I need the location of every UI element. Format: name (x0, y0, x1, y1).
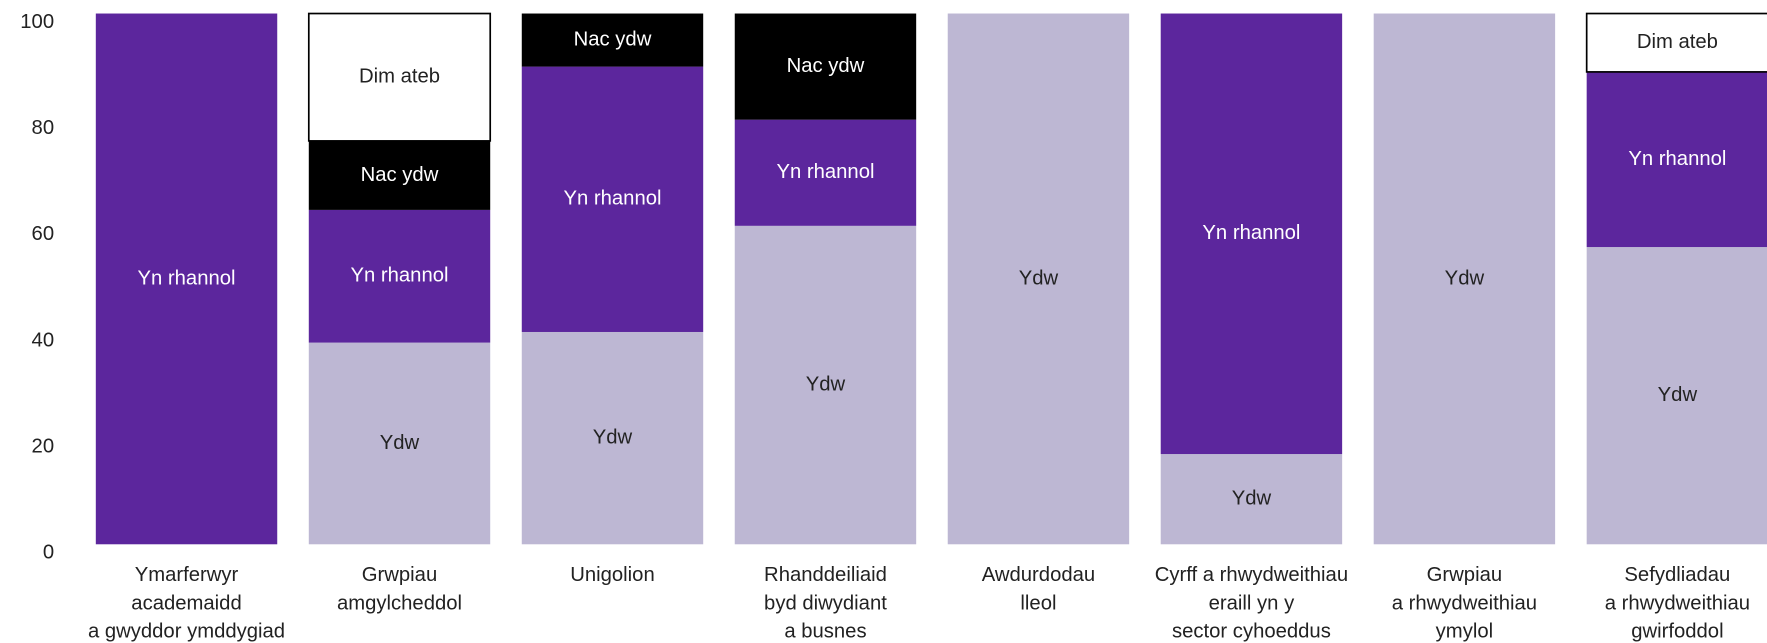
x-tick-label: Rhanddeiliaid (764, 564, 887, 586)
x-tick-label: a rhwydweithiau (1392, 592, 1537, 614)
x-tick-label: Unigolion (570, 564, 655, 586)
x-tick-label: Grwpiau (362, 564, 437, 586)
segment-label: Ydw (1445, 267, 1485, 289)
bar-segment (1586, 247, 1767, 545)
segment-label: Dim ateb (1637, 31, 1718, 53)
bar-segment (1585, 12, 1767, 73)
y-tick-label: 20 (32, 436, 55, 458)
bar-segment (521, 13, 704, 67)
y-tick-label: 80 (32, 117, 55, 139)
bar-segment (521, 66, 704, 332)
segment-label: Yn rhannol (563, 188, 661, 210)
bar-segment (1373, 13, 1556, 545)
x-tick-label: ymylol (1436, 621, 1493, 643)
segment-label: Yn rhannol (776, 161, 874, 183)
x-tick-label: sector cyhoeddus (1172, 621, 1331, 643)
bar-segment (308, 209, 491, 343)
segment-label: Nac ydw (361, 164, 439, 186)
segment-label: Ydw (806, 373, 846, 395)
x-tick-label: Grwpiau (1427, 564, 1502, 586)
segment-label: Ydw (593, 426, 633, 448)
bar-segment (521, 331, 704, 545)
bar-segment (307, 12, 492, 142)
x-tick-label: Cyrff a rhwydweithiau (1155, 564, 1348, 586)
bar-segment (1586, 71, 1767, 248)
x-tick-label: academaidd (131, 592, 241, 614)
x-tick-label: amgylcheddol (337, 592, 462, 614)
segment-label: Ydw (1658, 384, 1698, 406)
x-tick-label: Ymarferwyr (135, 564, 239, 586)
segment-label: Ydw (380, 432, 420, 454)
bar-segment (308, 342, 491, 545)
y-tick-label: 0 (43, 542, 54, 564)
x-tick-label: gwirfoddol (1631, 621, 1723, 643)
segment-label: Yn rhannol (1628, 148, 1726, 170)
x-tick-label: a busnes (784, 621, 866, 643)
x-tick-label: a rhwydweithiau (1605, 592, 1750, 614)
segment-label: Yn rhannol (138, 267, 236, 289)
x-tick-label: lleol (1020, 592, 1056, 614)
bar-segment (947, 13, 1130, 545)
y-tick-label: 60 (32, 223, 55, 245)
y-tick-label: 100 (20, 11, 54, 33)
bar-segment (1160, 454, 1343, 545)
segment-label: Dim ateb (359, 66, 440, 88)
segment-label: Ydw (1019, 267, 1059, 289)
segment-label: Ydw (1232, 488, 1272, 510)
bar-segment (734, 119, 917, 226)
segment-label: Yn rhannol (350, 265, 448, 287)
y-tick-label: 40 (32, 329, 55, 351)
segment-label: Nac ydw (574, 28, 652, 50)
bar-segment (734, 225, 917, 545)
x-tick-label: byd diwydiant (764, 592, 887, 614)
x-tick-label: eraill yn y (1209, 592, 1295, 614)
segment-label: Nac ydw (787, 55, 865, 77)
bar-segment (95, 13, 278, 545)
segment-label: Yn rhannol (1202, 222, 1300, 244)
x-tick-label: a gwyddor ymddygiad (88, 621, 285, 643)
bar-segment (1160, 13, 1343, 455)
bar-segment (734, 13, 917, 120)
bar-segment (308, 140, 491, 210)
x-tick-label: Sefydliadau (1624, 564, 1730, 586)
x-tick-label: Awdurdodau (982, 564, 1095, 586)
